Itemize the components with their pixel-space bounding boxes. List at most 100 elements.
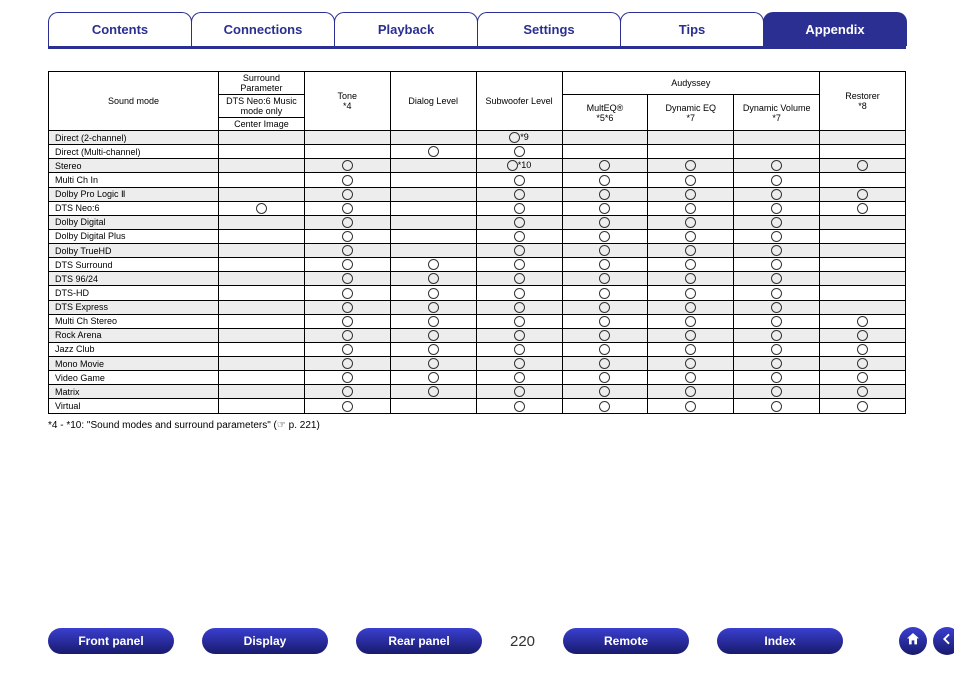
cell-restorer — [820, 342, 906, 356]
cell-dyneq — [648, 328, 734, 342]
nav-index-button[interactable]: Index — [717, 628, 843, 654]
cell-dialog — [390, 258, 476, 272]
nav-front-panel-button[interactable]: Front panel — [48, 628, 174, 654]
cell-dyneq — [648, 159, 734, 173]
cell-multeq — [562, 145, 648, 159]
row-name: DTS Neo:6 — [49, 201, 219, 215]
cell-multeq — [562, 286, 648, 300]
cell-dynvol — [734, 328, 820, 342]
cell-tone — [304, 159, 390, 173]
cell-dyneq — [648, 244, 734, 258]
tab-contents[interactable]: Contents — [48, 12, 192, 46]
cell-dialog — [390, 272, 476, 286]
cell-multeq — [562, 258, 648, 272]
cell-center-image — [219, 187, 305, 201]
cell-center-image — [219, 173, 305, 187]
cell-restorer — [820, 145, 906, 159]
arrow-left-icon — [939, 631, 954, 652]
col-center-image: Center Image — [219, 118, 305, 131]
cell-center-image — [219, 201, 305, 215]
cell-dynvol — [734, 187, 820, 201]
cell-dynvol — [734, 272, 820, 286]
cell-tone — [304, 229, 390, 243]
cell-multeq — [562, 314, 648, 328]
cell-multeq — [562, 385, 648, 399]
top-tabs: Contents Connections Playback Settings T… — [48, 12, 906, 49]
cell-restorer — [820, 399, 906, 413]
cell-tone — [304, 286, 390, 300]
home-button[interactable] — [899, 627, 927, 655]
cell-dynvol — [734, 314, 820, 328]
row-name: Dolby Digital — [49, 215, 219, 229]
cell-restorer — [820, 286, 906, 300]
cell-restorer — [820, 328, 906, 342]
cell-multeq — [562, 371, 648, 385]
col-dts-neo6: DTS Neo:6 Music mode only — [219, 95, 305, 118]
cell-dyneq — [648, 173, 734, 187]
cell-dyneq — [648, 399, 734, 413]
table-row: Jazz Club — [49, 342, 906, 356]
row-name: Jazz Club — [49, 342, 219, 356]
cell-multeq — [562, 357, 648, 371]
cell-subwoofer — [476, 201, 562, 215]
cell-subwoofer — [476, 173, 562, 187]
row-name: Multi Ch Stereo — [49, 314, 219, 328]
cell-restorer — [820, 131, 906, 145]
tab-connections[interactable]: Connections — [191, 12, 335, 46]
cell-multeq — [562, 187, 648, 201]
cell-restorer — [820, 159, 906, 173]
table-row: Stereo*10 — [49, 159, 906, 173]
nav-display-button[interactable]: Display — [202, 628, 328, 654]
tab-appendix[interactable]: Appendix — [763, 12, 907, 46]
footnote-text: *4 - *10: "Sound modes and surround para… — [48, 420, 906, 431]
cell-dyneq — [648, 314, 734, 328]
cell-dialog — [390, 300, 476, 314]
cell-tone — [304, 187, 390, 201]
cell-dialog — [390, 371, 476, 385]
cell-dynvol — [734, 286, 820, 300]
cell-subwoofer — [476, 399, 562, 413]
row-name: Mono Movie — [49, 357, 219, 371]
cell-restorer — [820, 314, 906, 328]
cell-dyneq — [648, 385, 734, 399]
cell-restorer — [820, 258, 906, 272]
table-row: Dolby Digital Plus — [49, 229, 906, 243]
col-surround-parameter: Surround Parameter — [219, 72, 305, 95]
nav-rear-panel-button[interactable]: Rear panel — [356, 628, 482, 654]
cell-subwoofer — [476, 342, 562, 356]
cell-dialog — [390, 173, 476, 187]
home-icon — [905, 631, 921, 652]
cell-multeq — [562, 244, 648, 258]
cell-dialog — [390, 187, 476, 201]
cell-tone — [304, 145, 390, 159]
table-row: DTS Express — [49, 300, 906, 314]
cell-dynvol — [734, 159, 820, 173]
cell-subwoofer — [476, 328, 562, 342]
row-name: Stereo — [49, 159, 219, 173]
cell-dyneq — [648, 342, 734, 356]
cell-center-image — [219, 314, 305, 328]
cell-dialog — [390, 385, 476, 399]
row-name: Direct (2-channel) — [49, 131, 219, 145]
prev-page-button[interactable] — [933, 627, 954, 655]
table-row: DTS 96/24 — [49, 272, 906, 286]
tab-playback[interactable]: Playback — [334, 12, 478, 46]
cell-subwoofer — [476, 215, 562, 229]
table-row: DTS-HD — [49, 286, 906, 300]
cell-dynvol — [734, 258, 820, 272]
cell-center-image — [219, 286, 305, 300]
cell-tone — [304, 258, 390, 272]
table-row: Direct (2-channel)*9 — [49, 131, 906, 145]
cell-multeq — [562, 131, 648, 145]
col-sound-mode: Sound mode — [49, 72, 219, 131]
row-name: DTS-HD — [49, 286, 219, 300]
cell-dyneq — [648, 286, 734, 300]
col-multeq: MultEQ® *5*6 — [562, 95, 648, 131]
cell-restorer — [820, 215, 906, 229]
cell-dyneq — [648, 300, 734, 314]
table-row: Mono Movie — [49, 357, 906, 371]
tab-tips[interactable]: Tips — [620, 12, 764, 46]
cell-tone — [304, 244, 390, 258]
tab-settings[interactable]: Settings — [477, 12, 621, 46]
nav-remote-button[interactable]: Remote — [563, 628, 689, 654]
